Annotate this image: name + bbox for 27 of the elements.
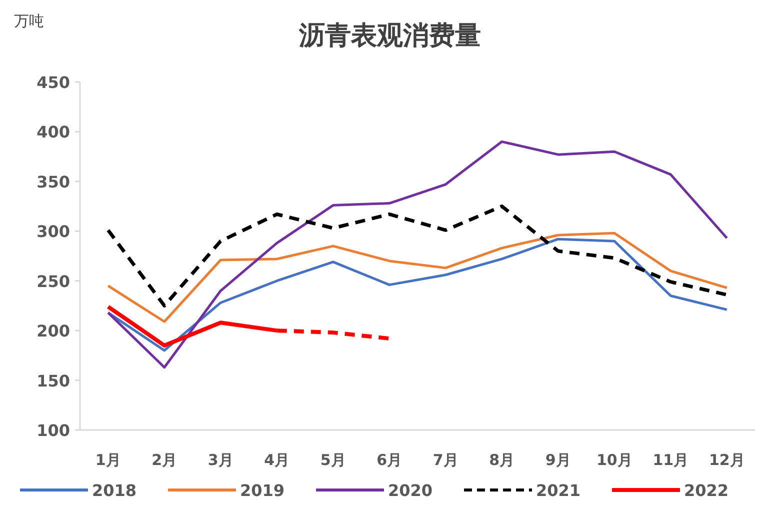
xtick: 2月 xyxy=(152,451,178,469)
legend: 2022 xyxy=(684,481,729,500)
xtick: 12月 xyxy=(708,451,745,469)
legend: 2019 xyxy=(240,481,285,500)
xtick: 4月 xyxy=(264,451,290,469)
ytick: 100 xyxy=(36,421,70,440)
xtick: 11月 xyxy=(652,451,689,469)
ytick: 350 xyxy=(36,172,70,192)
ytick: 200 xyxy=(36,322,70,341)
xtick: 6月 xyxy=(376,451,402,469)
xtick: 10月 xyxy=(596,451,632,469)
xtick: 3月 xyxy=(208,451,234,469)
legend: 2018 xyxy=(92,481,137,500)
title: 沥青表观消费量 xyxy=(299,21,481,51)
xtick: 1月 xyxy=(95,451,121,469)
ytick: 150 xyxy=(36,371,70,390)
xtick: 5月 xyxy=(320,451,346,469)
xtick: 7月 xyxy=(432,451,458,469)
legend: 2021 xyxy=(536,481,581,500)
legend: 2020 xyxy=(388,481,433,500)
ytick: 250 xyxy=(36,272,70,291)
xtick: 8月 xyxy=(489,451,515,469)
ytick: 400 xyxy=(36,122,70,142)
ytick: 450 xyxy=(36,73,70,92)
xtick: 9月 xyxy=(545,451,571,469)
ylabel: 万吨 xyxy=(14,12,44,30)
ytick: 300 xyxy=(36,222,70,242)
